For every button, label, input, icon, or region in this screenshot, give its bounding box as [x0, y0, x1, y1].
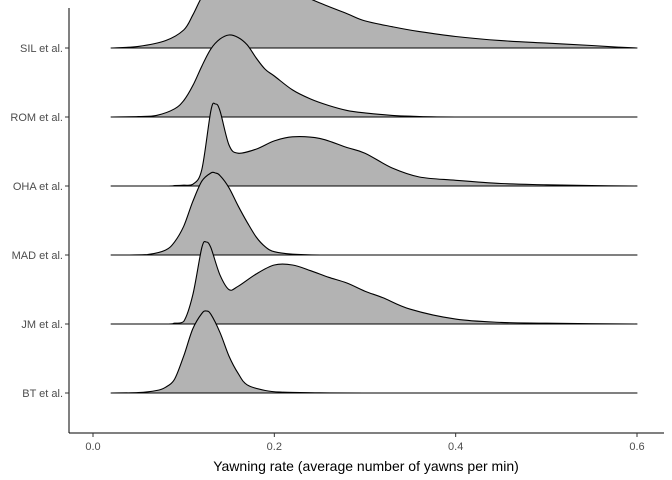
- ridge-rom-et-al: [110, 34, 638, 118]
- ridge-mad-et-al: [110, 171, 638, 256]
- ridge-sil-et-al: [110, 0, 638, 49]
- x-tick-label-1: 0.2: [267, 441, 282, 453]
- y-tick-label-mad-et-al: MAD et al.: [12, 250, 63, 262]
- x-axis-title: Yawning rate (average number of yawns pe…: [213, 458, 519, 474]
- y-tick-label-jm-et-al: JM et al.: [21, 319, 63, 331]
- x-tick-label-2: 0.4: [448, 441, 463, 453]
- y-tick-label-bt-et-al: BT et al.: [22, 388, 63, 400]
- x-tick-label-0: 0.0: [85, 441, 100, 453]
- y-tick-label-sil-et-al: SIL et al.: [20, 43, 63, 55]
- axes: BT et al. JM et al. MAD et al. OHA et al. RO…: [10, 8, 664, 453]
- ridge-oha-et-al: [110, 102, 638, 187]
- x-tick-label-3: 0.6: [629, 441, 644, 453]
- ridge-bt-et-al: [110, 310, 638, 394]
- y-tick-label-rom-et-al: ROM et al.: [10, 112, 63, 124]
- ridges: [110, 0, 638, 394]
- ridge-jm-et-al: [110, 240, 638, 325]
- y-tick-label-oha-et-al: OHA et al.: [13, 181, 63, 193]
